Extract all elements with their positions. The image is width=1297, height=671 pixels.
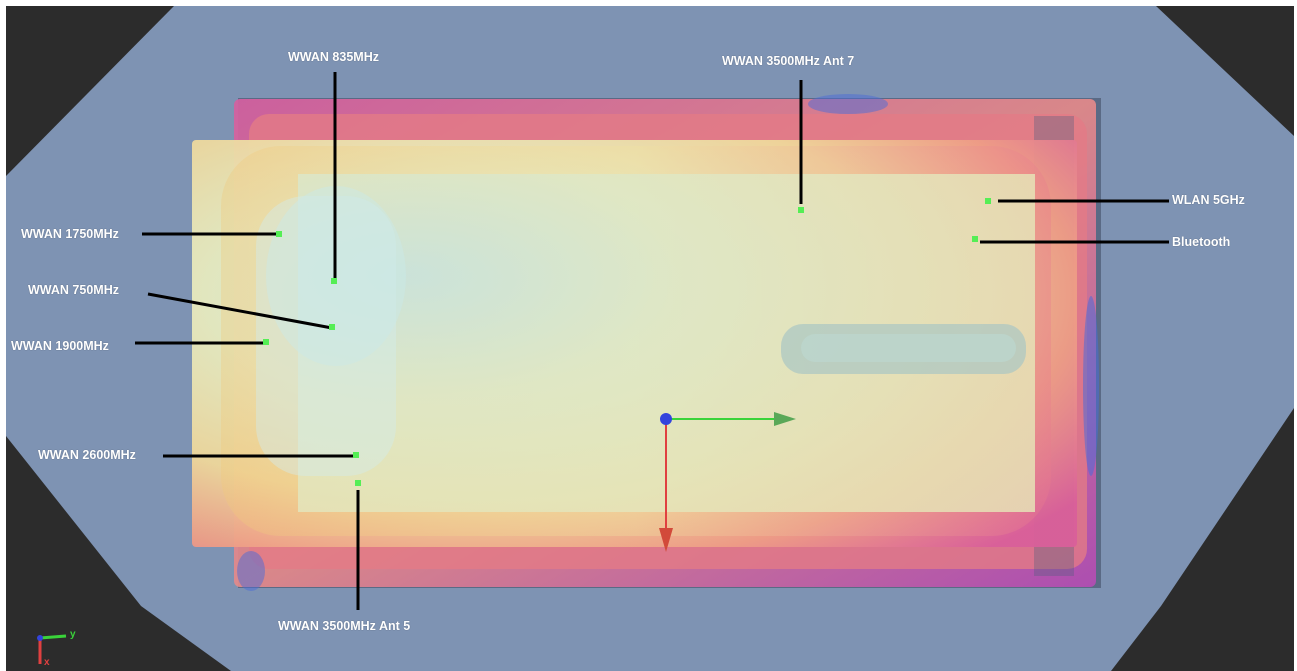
corner-axis-triad	[37, 634, 67, 664]
axis-label-y: y	[70, 629, 76, 640]
marker-wwan-3500-ant7[interactable]	[798, 207, 804, 213]
label-wwan-1900: WWAN 1900MHz	[11, 339, 109, 353]
label-wwan-3500-ant7: WWAN 3500MHz Ant 7	[722, 54, 855, 68]
marker-wwan-2600[interactable]	[353, 452, 359, 458]
sar-heatmap-scene	[6, 6, 1294, 671]
label-wwan-750: WWAN 750MHz	[28, 283, 119, 297]
marker-wwan-1750[interactable]	[276, 231, 282, 237]
marker-bluetooth[interactable]	[972, 236, 978, 242]
marker-wwan-750[interactable]	[329, 324, 335, 330]
label-wwan-1750: WWAN 1750MHz	[21, 227, 119, 241]
probe-axes	[659, 412, 796, 552]
axis-label-x: x	[44, 657, 50, 668]
marker-wwan-1900[interactable]	[263, 339, 269, 345]
label-wwan-835: WWAN 835MHz	[288, 50, 379, 64]
3d-viewport[interactable]: WWAN 835MHz WWAN 3500MHz Ant 7 WLAN 5GHz…	[6, 6, 1294, 671]
leader-lines	[135, 72, 1169, 610]
marker-wlan-5ghz[interactable]	[985, 198, 991, 204]
marker-wwan-835[interactable]	[331, 278, 337, 284]
label-wlan-5ghz: WLAN 5GHz	[1172, 193, 1245, 207]
marker-wwan-3500-ant5[interactable]	[355, 480, 361, 486]
label-wwan-3500-ant5: WWAN 3500MHz Ant 5	[278, 619, 411, 633]
label-bluetooth: Bluetooth	[1172, 235, 1231, 249]
label-wwan-2600: WWAN 2600MHz	[38, 448, 136, 462]
